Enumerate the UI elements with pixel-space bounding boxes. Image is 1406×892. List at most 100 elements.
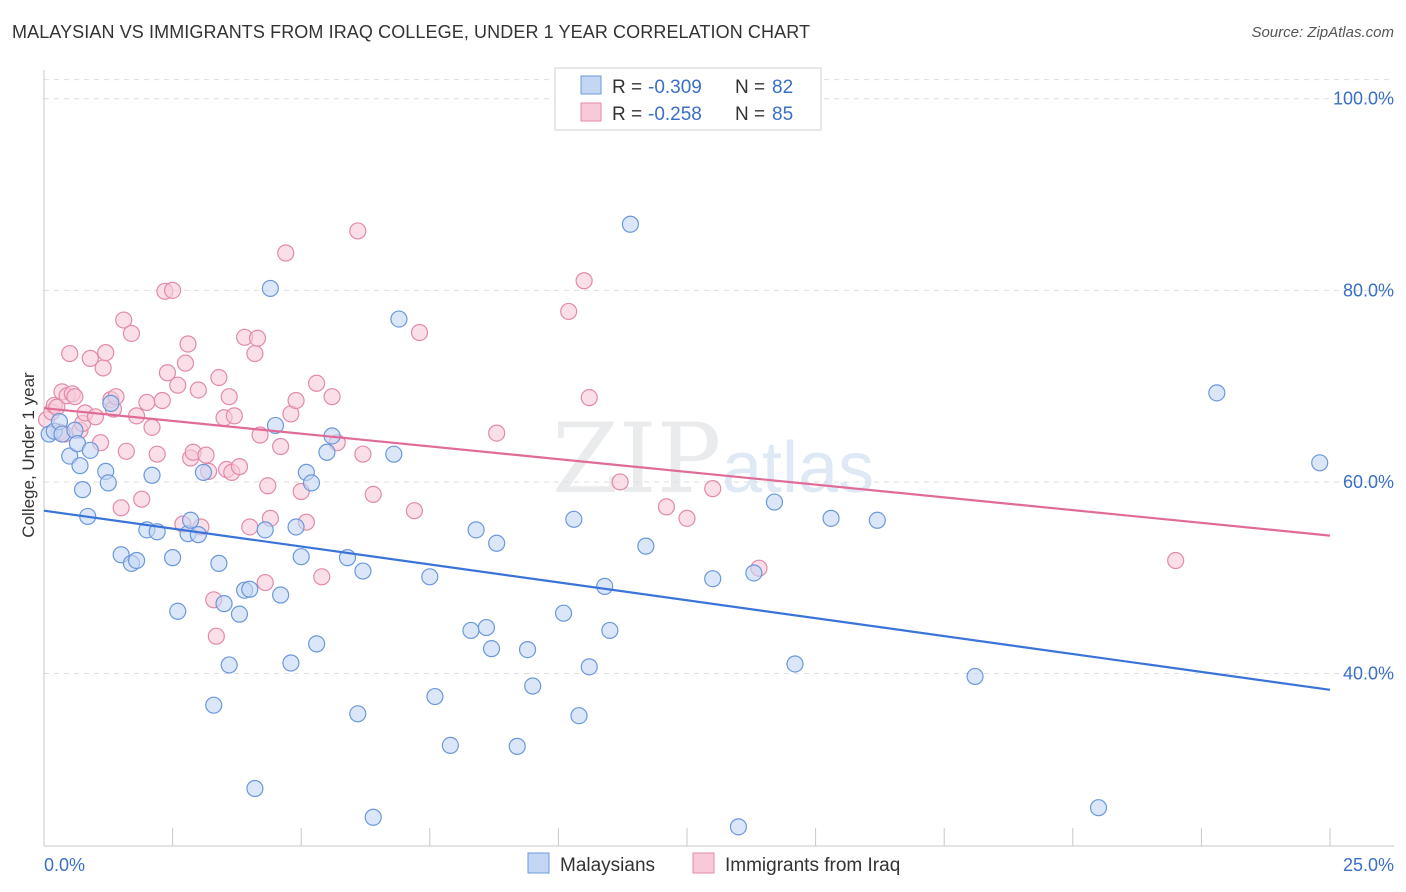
iraq-point	[575, 272, 593, 290]
malaysians-point	[426, 687, 444, 706]
series-legend: Malaysians Immigrants from Iraq	[527, 852, 900, 876]
correlation-legend: R = -0.309 N = 82 R = -0.258 N = 85	[554, 67, 822, 131]
malaysians-point	[272, 586, 290, 604]
legend-n-label-1: N =	[735, 77, 765, 98]
bottom-legend-swatch-malaysians	[527, 852, 550, 874]
malaysians-point	[601, 621, 619, 640]
iraq-point	[241, 518, 259, 536]
malaysians-point	[220, 656, 238, 674]
malaysians-point	[364, 808, 382, 826]
malaysians-point	[256, 521, 274, 539]
malaysians-point	[554, 604, 573, 622]
iraq-point	[94, 359, 112, 377]
y-tick-label-100: 100.0%	[1333, 89, 1394, 109]
malaysians-point	[385, 445, 403, 463]
legend-n-label-2: N =	[735, 104, 765, 125]
malaysians-point	[482, 640, 501, 658]
iraq-point	[122, 324, 141, 343]
iraq-point	[580, 389, 598, 407]
bottom-legend-label-iraq: Immigrants from Iraq	[725, 855, 900, 876]
iraq-point	[560, 302, 578, 321]
malaysians-point	[524, 677, 542, 695]
iraq-point	[354, 445, 372, 463]
iraq-point	[97, 344, 115, 362]
malaysians-point	[205, 696, 223, 714]
iraq-point	[405, 502, 423, 520]
iraq-point	[143, 418, 161, 436]
iraq-point	[256, 573, 274, 592]
iraq-point	[207, 627, 225, 645]
iraq-point	[117, 442, 135, 460]
y-axis-title: College, Under 1 year	[19, 372, 38, 538]
iraq-point	[678, 509, 696, 527]
malaysians-point	[421, 568, 439, 586]
malaysians-point	[73, 481, 92, 499]
iraq-point	[153, 391, 171, 410]
malaysians-point	[704, 570, 722, 588]
malaysians-point	[390, 310, 408, 328]
legend-r-label-1: R =	[612, 77, 642, 98]
legend-r-value-2: -0.258	[648, 104, 702, 125]
iraq-point	[210, 368, 228, 387]
malaysians-point	[261, 279, 279, 298]
trend-line-iraq	[43, 407, 1331, 537]
trend-line-malaysians	[43, 509, 1331, 691]
chart-title: MALAYSIAN VS IMMIGRANTS FROM IRAQ COLLEG…	[12, 22, 811, 42]
iraq-point	[488, 424, 506, 442]
iraq-point	[657, 498, 676, 516]
malaysians-point	[102, 394, 120, 412]
y-axis-tick-labels: 40.0% 60.0% 80.0% 100.0%	[1333, 89, 1394, 684]
iraq-point	[611, 473, 629, 491]
iraq-point	[133, 490, 151, 508]
iraq-point	[313, 568, 331, 586]
x-tick-label-max: 25.0%	[1343, 855, 1394, 875]
malaysians-point	[164, 549, 182, 567]
iraq-point	[287, 391, 305, 410]
malaysians-point	[765, 493, 784, 511]
malaysians-point	[488, 534, 506, 552]
iraq-point	[410, 323, 429, 342]
iraq-point	[248, 329, 267, 347]
y-tick-label-60: 60.0%	[1343, 472, 1394, 492]
malaysians-point	[230, 605, 249, 623]
bottom-legend-label-malaysians: Malaysians	[560, 855, 655, 876]
malaysians-point	[462, 621, 480, 640]
malaysians-point	[868, 511, 886, 529]
malaysians-point	[1208, 384, 1226, 402]
malaysians-point	[1089, 799, 1108, 817]
iraq-point	[259, 477, 277, 495]
iraq-point	[61, 344, 79, 363]
legend-r-value-1: -0.309	[648, 77, 702, 98]
iraq-point	[225, 407, 243, 425]
iraq-point	[230, 458, 249, 476]
iraq-point	[220, 388, 238, 406]
malaysians-point	[215, 595, 233, 613]
iraq-point	[66, 388, 84, 406]
iraq-point	[189, 381, 207, 399]
malaysians-point	[441, 736, 459, 755]
malaysians-point	[241, 580, 259, 598]
malaysians-point	[570, 707, 588, 725]
iraq-point	[246, 344, 264, 363]
malaysians-point	[189, 526, 207, 544]
iraq-point	[138, 393, 156, 412]
malaysians-point	[1311, 454, 1329, 472]
malaysians-point	[282, 654, 300, 672]
iraq-point	[197, 446, 215, 464]
watermark-zip: ZIP	[552, 403, 721, 515]
series-malaysians-points	[40, 215, 1329, 836]
malaysians-point	[596, 577, 614, 595]
y-tick-label-80: 80.0%	[1343, 280, 1394, 300]
watermark-atlas: atlas	[722, 428, 874, 508]
y-tick-label-40: 40.0%	[1343, 664, 1394, 684]
malaysians-point	[822, 509, 840, 527]
malaysians-point	[127, 551, 146, 570]
iraq-point	[115, 311, 133, 329]
malaysians-point	[637, 537, 655, 555]
malaysians-point	[518, 641, 537, 659]
iraq-point	[148, 445, 166, 463]
malaysians-point	[143, 466, 161, 484]
malaysians-point	[745, 564, 763, 582]
malaysians-point	[477, 618, 495, 637]
